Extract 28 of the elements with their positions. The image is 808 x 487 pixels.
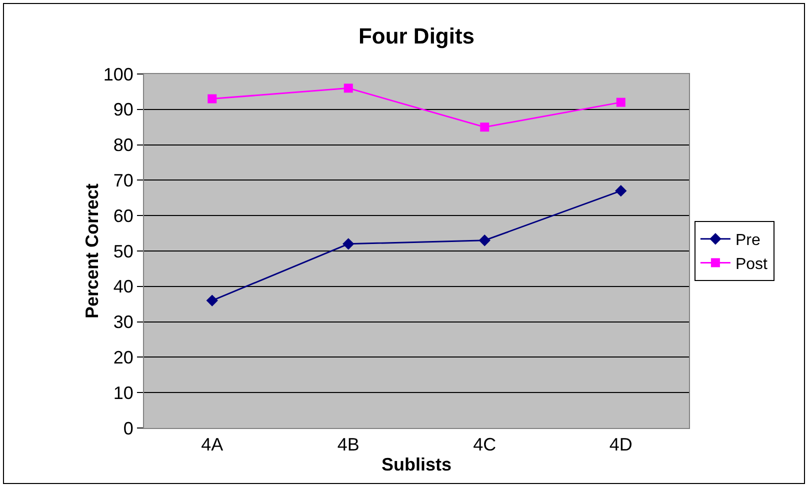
y-tick-label: 10 — [113, 382, 134, 403]
point — [615, 184, 627, 197]
x-tick-label: 4C — [473, 434, 496, 455]
point — [344, 84, 353, 93]
y-tick-label: 40 — [113, 276, 134, 297]
y-tick-label: 70 — [113, 170, 134, 190]
y-tick-label: 30 — [113, 312, 134, 332]
x-tick-label: 4A — [201, 434, 224, 455]
x-tick-label: 4B — [337, 434, 360, 455]
legend-label: Pre — [735, 232, 760, 250]
y-tick-label: 60 — [113, 206, 134, 226]
point — [206, 294, 218, 306]
point — [478, 234, 490, 246]
chart-title: Four Digits — [358, 23, 475, 48]
point — [208, 94, 217, 104]
x-axis-title: Sublists — [381, 454, 452, 475]
y-axis-title: Percent Correct — [82, 183, 102, 319]
y-tick-label: 100 — [103, 64, 134, 84]
x-tick-label: 4D — [609, 434, 632, 455]
point — [616, 98, 626, 107]
legend-label: Post — [735, 256, 768, 273]
y-tick-label: 0 — [123, 418, 134, 438]
y-tick-label: 90 — [113, 100, 134, 120]
y-tick-label: 20 — [113, 348, 134, 368]
y-tick-label: 50 — [113, 241, 134, 262]
point — [342, 238, 354, 250]
y-tick-label: 80 — [113, 135, 134, 156]
point — [480, 122, 490, 132]
